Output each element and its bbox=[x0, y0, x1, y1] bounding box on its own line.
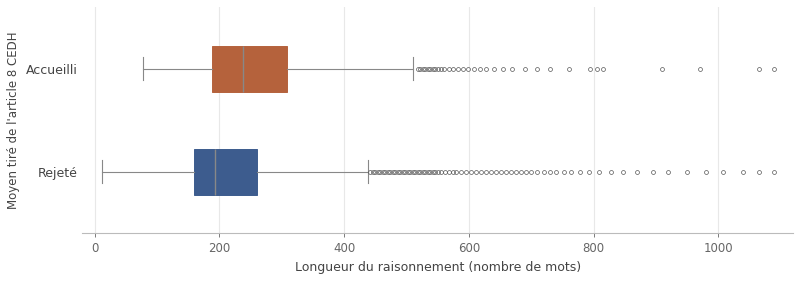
PathPatch shape bbox=[212, 46, 286, 92]
Y-axis label: Moyen tiré de l'article 8 CEDH: Moyen tiré de l'article 8 CEDH bbox=[7, 31, 20, 209]
PathPatch shape bbox=[194, 149, 257, 195]
X-axis label: Longueur du raisonnement (nombre de mots): Longueur du raisonnement (nombre de mots… bbox=[294, 261, 581, 274]
